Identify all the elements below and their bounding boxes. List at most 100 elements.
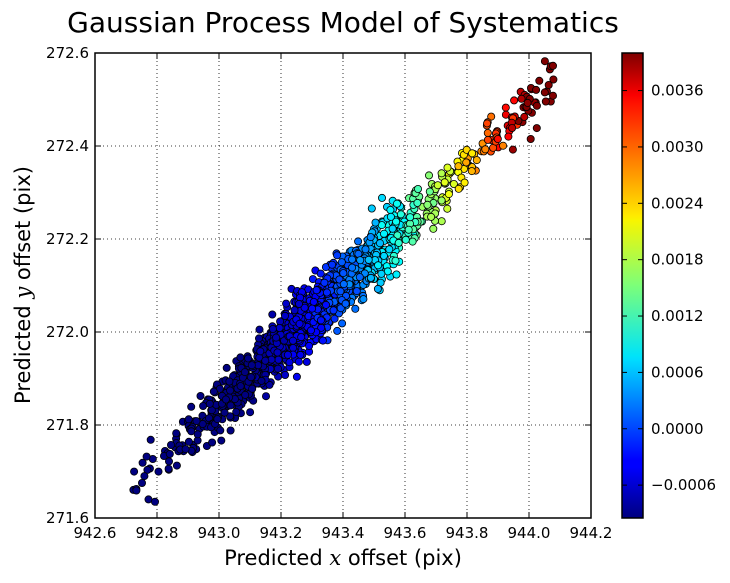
- scatter-point: [329, 306, 338, 315]
- scatter-point: [377, 269, 386, 278]
- scatter-point: [275, 323, 284, 332]
- y-tick-label: 272.6: [46, 44, 89, 62]
- scatter-point: [226, 386, 235, 395]
- x-tick-label: 944.0: [508, 524, 551, 542]
- scatter-point: [196, 391, 205, 400]
- scatter-point: [487, 112, 496, 121]
- scatter-point: [192, 417, 201, 426]
- scatter-point: [244, 354, 253, 363]
- scatter-point: [483, 128, 492, 137]
- x-tick-label: 942.6: [74, 524, 117, 542]
- scatter-point: [213, 415, 222, 424]
- x-tick-label: 943.8: [446, 524, 489, 542]
- scatter-point: [137, 478, 146, 487]
- scatter-point: [232, 407, 241, 416]
- scatter-point: [523, 98, 532, 107]
- scatter-point: [377, 193, 386, 202]
- scatter-point: [272, 333, 281, 342]
- scatter-point: [379, 229, 388, 238]
- scatter-point: [501, 103, 510, 112]
- scatter-point: [341, 299, 350, 308]
- scatter-point: [302, 357, 311, 366]
- scatter-point: [352, 287, 361, 296]
- scatter-point: [321, 300, 330, 309]
- scatter-point: [443, 204, 452, 213]
- scatter-point: [316, 269, 325, 278]
- scatter-point: [348, 263, 357, 272]
- scatter-point: [290, 306, 299, 315]
- scatter-point: [364, 255, 373, 264]
- scatter-point: [481, 145, 490, 154]
- scatter-point: [261, 392, 270, 401]
- scatter-point: [499, 141, 508, 150]
- y-tick-label: 271.6: [46, 509, 89, 527]
- scatter-point: [273, 364, 282, 373]
- scatter-point: [424, 171, 433, 180]
- y-tick-label: 272.4: [46, 137, 89, 155]
- scatter-point: [356, 256, 365, 265]
- scatter-point: [247, 361, 256, 370]
- scatter-point: [142, 452, 151, 461]
- x-axis-ticks: 942.6 942.8 943.0 943.2 943.4 943.6 943.8 944.0…: [74, 53, 612, 542]
- scatter-point: [392, 270, 401, 279]
- colorbar-tick-label: 0.0036: [651, 82, 704, 100]
- scatter-point: [371, 218, 380, 227]
- scatter-point: [265, 380, 274, 389]
- scatter-point: [348, 255, 357, 264]
- scatter-point: [413, 184, 422, 193]
- scatter-point: [508, 124, 517, 133]
- scatter-point: [292, 372, 301, 381]
- colorbar-tick-label: 0.0006: [651, 363, 704, 381]
- y-tick-label: 272.2: [46, 230, 89, 248]
- scatter-point: [338, 319, 347, 328]
- scatter-point: [373, 284, 382, 293]
- scatter-point: [320, 278, 329, 287]
- scatter-point: [184, 437, 193, 446]
- scatter-point: [437, 217, 446, 226]
- scatter-point: [221, 395, 230, 404]
- scatter-point: [256, 347, 265, 356]
- scatter-point: [468, 149, 477, 158]
- scatter-point: [361, 245, 370, 254]
- scatter-point: [236, 353, 245, 362]
- scatter-point: [217, 436, 226, 445]
- scatter-point: [386, 212, 395, 221]
- colorbar: [621, 52, 644, 519]
- scatter-point: [294, 357, 303, 366]
- scatter-point: [318, 336, 327, 345]
- scatter-point: [254, 334, 263, 343]
- scatter-point: [282, 299, 291, 308]
- scatter-point: [544, 81, 553, 90]
- scatter-point: [132, 486, 141, 495]
- x-tick-label: 943.0: [198, 524, 241, 542]
- scatter-point: [333, 326, 342, 335]
- scatter-point: [460, 178, 469, 187]
- scatter-point: [355, 273, 364, 282]
- scatter-point: [404, 225, 413, 234]
- scatter-point: [328, 260, 337, 269]
- scatter-point: [172, 429, 181, 438]
- scatter-point: [294, 299, 303, 308]
- scatter-point: [199, 401, 208, 410]
- scatter-point: [187, 427, 196, 436]
- scatter-point: [312, 286, 321, 295]
- scatter-point: [261, 356, 270, 365]
- scatter-point: [165, 449, 174, 458]
- scatter-point: [385, 245, 394, 254]
- scatter-point: [540, 88, 549, 97]
- scatter-point: [226, 426, 235, 435]
- scatter-point: [236, 382, 245, 391]
- scatter-point: [444, 190, 453, 199]
- scatter-point: [297, 333, 306, 342]
- scatter-point: [205, 399, 214, 408]
- scatter-point: [140, 472, 149, 481]
- scatter-point: [483, 135, 492, 144]
- scatter-point: [386, 205, 395, 214]
- colorbar-tick-label: 0.0000: [651, 420, 704, 438]
- scatter-point: [337, 258, 346, 267]
- scatter-point: [374, 261, 383, 270]
- x-tick-label: 943.2: [260, 524, 303, 542]
- scatter-points: [129, 57, 558, 506]
- scatter-point: [246, 373, 255, 382]
